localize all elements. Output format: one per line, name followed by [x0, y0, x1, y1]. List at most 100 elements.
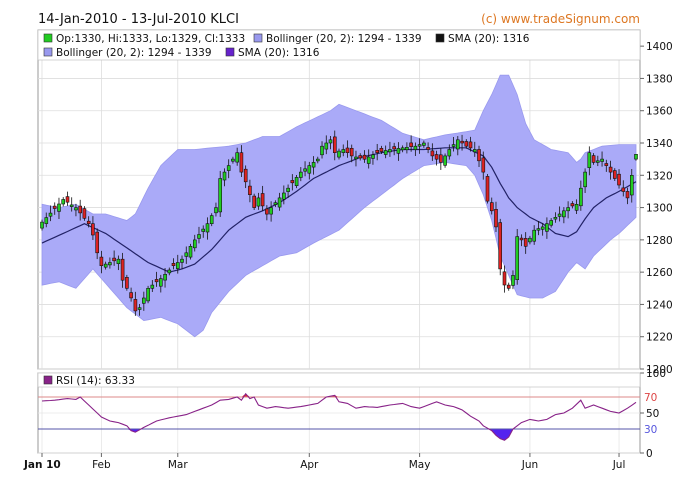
- bollinger-legend-swatch-2: [43, 47, 53, 57]
- candle-up: [303, 168, 307, 172]
- candle-up: [566, 207, 570, 212]
- price-tick-label: 1200: [646, 364, 673, 376]
- ohlc-legend-swatch: [43, 33, 53, 43]
- bollinger-legend: Bollinger (20, 2): 1294 - 1339: [266, 33, 422, 45]
- sma-legend-2: SMA (20): 1316: [238, 47, 320, 59]
- candle-up: [40, 221, 44, 229]
- candle-up: [277, 197, 282, 208]
- candle-up: [137, 307, 142, 310]
- candle-up: [218, 178, 222, 213]
- candle-up: [61, 199, 66, 205]
- candle-down: [112, 257, 116, 262]
- candle-up: [443, 155, 447, 166]
- candle-up: [562, 210, 566, 218]
- candle-down: [502, 271, 507, 286]
- rsi-legend: RSI (14): 63.33: [56, 375, 135, 387]
- candle-down: [438, 154, 443, 163]
- candle-up: [417, 144, 422, 147]
- x-tick-label: Jul: [612, 459, 626, 471]
- candle-up: [320, 145, 324, 156]
- candle-down: [621, 187, 626, 192]
- candle-down: [129, 292, 133, 299]
- candle-up: [269, 207, 273, 215]
- price-tick-label: 1380: [646, 73, 673, 85]
- rsi-tick-label: 50: [646, 408, 659, 420]
- candle-down: [99, 256, 104, 267]
- ohlc-legend: Op:1330, Hi:1333, Lo:1329, Cl:1333: [56, 33, 245, 45]
- candle-down: [489, 202, 494, 212]
- price-tick-label: 1400: [646, 41, 673, 53]
- candle-up: [103, 263, 108, 268]
- candle-up: [167, 269, 172, 274]
- candle-up: [222, 171, 227, 181]
- bollinger-band: [41, 74, 637, 338]
- candle-down: [485, 176, 490, 202]
- candle-up: [405, 147, 409, 151]
- candle-up: [451, 144, 456, 147]
- candle-up: [600, 158, 604, 162]
- candle-up: [256, 197, 261, 207]
- x-tick-label: Jun: [521, 459, 538, 471]
- candle-down: [239, 152, 244, 173]
- price-tick-label: 1260: [646, 267, 673, 279]
- candle-up: [184, 252, 189, 257]
- candle-down: [243, 168, 248, 183]
- bollinger-legend-swatch: [253, 33, 263, 43]
- candle-down: [78, 205, 82, 214]
- x-axis: Jan 10 Feb Mar Apr May Jun Jul: [23, 453, 625, 471]
- candle-up: [574, 204, 579, 211]
- candle-up: [549, 220, 554, 226]
- rsi-tick-label: 100: [646, 368, 666, 380]
- candle-up: [579, 187, 583, 207]
- candle-up: [422, 142, 426, 146]
- candle-up: [163, 273, 167, 281]
- candle-up: [400, 147, 405, 151]
- candle-down: [252, 195, 256, 208]
- candle-up: [48, 212, 53, 217]
- x-tick-label: Jan 10: [23, 459, 61, 471]
- candle-up: [197, 234, 201, 239]
- candle-up: [545, 223, 549, 232]
- candle-up: [298, 171, 303, 178]
- candle-down: [430, 150, 435, 157]
- rsi-line: [41, 392, 637, 441]
- candle-down: [52, 205, 57, 209]
- candle-up: [282, 192, 286, 200]
- candle-up: [532, 229, 537, 242]
- candle-down: [464, 141, 469, 147]
- candle-down: [494, 209, 498, 228]
- rsi-legend-bar: [37, 372, 641, 388]
- candle-up: [214, 207, 218, 214]
- candle-down: [265, 208, 269, 215]
- candle-up: [553, 217, 558, 220]
- candle-up: [324, 142, 329, 150]
- candle-up: [307, 165, 312, 174]
- candle-down: [409, 142, 413, 147]
- candle-down: [604, 163, 609, 166]
- candle-down: [426, 147, 430, 150]
- candle-up: [226, 165, 231, 171]
- candle-down: [608, 166, 613, 173]
- rsi-level-30-label: 30: [644, 424, 657, 436]
- rsi-level-70-label: 70: [644, 392, 657, 404]
- candle-down: [290, 180, 295, 184]
- candle-down: [392, 146, 397, 150]
- candle-up: [371, 154, 375, 159]
- candle-down: [617, 173, 621, 186]
- candle-down: [65, 196, 70, 203]
- candle-up: [536, 228, 541, 231]
- candles: [40, 130, 638, 316]
- candle-down: [120, 258, 125, 281]
- candle-up: [150, 284, 155, 289]
- candle-up: [286, 187, 290, 192]
- x-tick-label: May: [409, 459, 431, 471]
- candle-up: [634, 154, 638, 160]
- candle-down: [519, 237, 524, 241]
- candle-up: [176, 262, 180, 269]
- candle-down: [332, 136, 337, 153]
- price-tick-label: 1240: [646, 299, 673, 311]
- candle-up: [366, 156, 371, 164]
- candle-down: [91, 223, 95, 236]
- candle-up: [337, 150, 341, 158]
- candle-up: [583, 171, 587, 188]
